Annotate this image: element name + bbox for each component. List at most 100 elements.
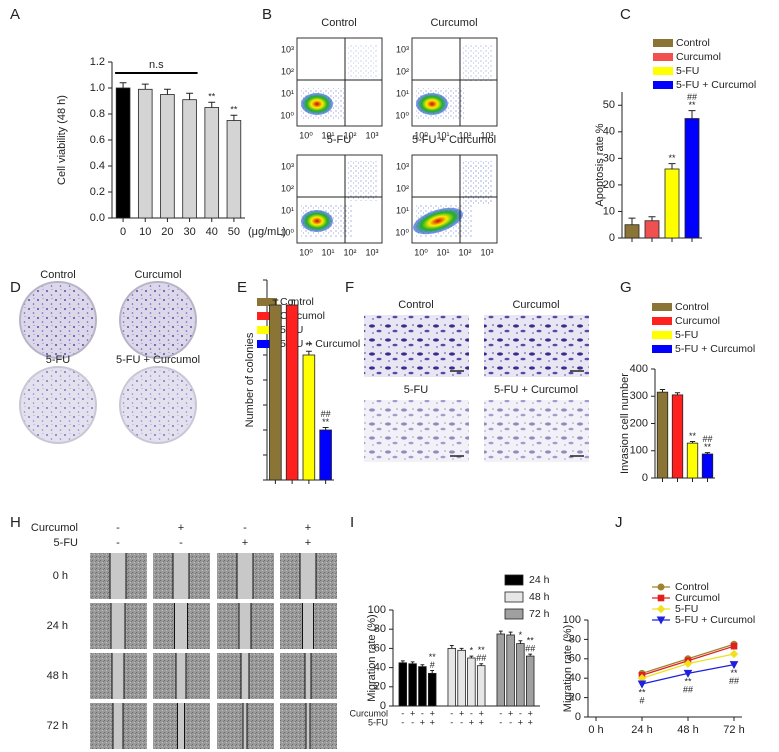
dish-label: Control bbox=[40, 269, 75, 281]
treatment-sign: - bbox=[411, 717, 414, 727]
x-decade-label: 10¹ bbox=[321, 130, 334, 140]
treatment-label: 5-FU bbox=[54, 537, 79, 549]
panel-letter: I bbox=[350, 514, 354, 531]
x-decade-label: 10⁰ bbox=[414, 247, 428, 257]
error-bar bbox=[689, 440, 696, 444]
y-tick-label: 30 bbox=[603, 152, 615, 164]
micrograph bbox=[364, 400, 469, 462]
scratch-gap bbox=[111, 603, 125, 649]
legend-swatch bbox=[653, 53, 673, 61]
y-tick-label: 80 bbox=[569, 633, 581, 645]
legend-swatch bbox=[652, 331, 672, 339]
error-bar bbox=[420, 664, 425, 667]
x-decade-label: 10⁰ bbox=[299, 247, 313, 257]
plot-title: 5-FU bbox=[327, 134, 352, 146]
error-bar bbox=[688, 110, 696, 119]
treatment-sign: + bbox=[508, 708, 513, 718]
x-tick-label: 20 bbox=[161, 226, 173, 238]
treatment-sign: + bbox=[178, 522, 184, 534]
error-bar bbox=[659, 388, 666, 393]
time-label: 24 h bbox=[47, 620, 68, 632]
treatment-sign: - bbox=[116, 522, 120, 534]
treatment-sign: - bbox=[460, 717, 463, 727]
treatment-sign: + bbox=[479, 717, 484, 727]
micrograph bbox=[484, 400, 589, 462]
significance-mark: ** bbox=[668, 153, 676, 163]
significance-mark: ** bbox=[478, 645, 486, 655]
y-tick-label: 0 bbox=[609, 232, 615, 244]
dish-label: 5-FU bbox=[46, 354, 71, 366]
x-tick-label: 30 bbox=[183, 226, 195, 238]
treatment-sign: - bbox=[421, 708, 424, 718]
image-label: Control bbox=[398, 299, 433, 311]
time-label: 48 h bbox=[47, 670, 68, 682]
y-decade-label: 10⁰ bbox=[280, 227, 294, 237]
x-decade-label: 10³ bbox=[365, 247, 378, 257]
treatment-sign: + bbox=[420, 717, 425, 727]
legend-label: 5-FU + Curcumol bbox=[280, 338, 360, 350]
legend-swatch bbox=[257, 326, 277, 334]
bar bbox=[624, 224, 640, 239]
treatment-sign: + bbox=[410, 708, 415, 718]
x-decade-label: 10² bbox=[458, 130, 471, 140]
time-label: 0 h bbox=[53, 570, 68, 582]
treatment-sign: + bbox=[305, 522, 311, 534]
event-density bbox=[301, 93, 333, 115]
legend-label: Curcumol bbox=[675, 315, 720, 327]
x-tick-label: 50 bbox=[228, 226, 240, 238]
scratch-gap bbox=[237, 553, 253, 599]
treatment-sign: - bbox=[179, 537, 183, 549]
legend-swatch bbox=[653, 81, 673, 89]
bar bbox=[418, 666, 427, 707]
bar bbox=[664, 168, 680, 239]
error-bar bbox=[449, 645, 454, 649]
bar bbox=[398, 662, 408, 707]
y-decade-label: 10⁰ bbox=[395, 110, 409, 120]
legend-label: 48 h bbox=[529, 591, 550, 603]
scratch-gap bbox=[177, 703, 185, 749]
x-tick-label: 0 h bbox=[588, 724, 603, 736]
treatment-sign: + bbox=[469, 717, 474, 727]
treatment-sign: - bbox=[450, 717, 453, 727]
error-bar bbox=[141, 83, 149, 90]
panel-letter: G bbox=[620, 279, 632, 296]
error-bar bbox=[400, 660, 405, 663]
error-bar bbox=[410, 661, 415, 664]
marker bbox=[657, 594, 665, 602]
bar bbox=[516, 643, 525, 707]
dish-label: 5-FU + Curcumol bbox=[116, 354, 200, 366]
error-bar bbox=[518, 640, 523, 644]
legend-swatch bbox=[257, 298, 277, 306]
y-decade-label: 10¹ bbox=[281, 88, 294, 98]
treatment-sign: + bbox=[528, 708, 533, 718]
legend-label: Control bbox=[675, 301, 709, 313]
treatment-sign: + bbox=[459, 708, 464, 718]
micrograph bbox=[484, 315, 589, 377]
bar bbox=[182, 99, 197, 219]
bar bbox=[285, 304, 299, 481]
y-axis-label: Invasion cell number bbox=[619, 373, 631, 474]
treatment-sign: - bbox=[470, 708, 473, 718]
legend-label: Control bbox=[675, 581, 709, 593]
significance-mark: ** bbox=[230, 105, 238, 115]
y-tick-label: 40 bbox=[374, 662, 386, 674]
legend-label: Curcumol bbox=[675, 592, 720, 604]
error-bar bbox=[498, 630, 503, 634]
x-decade-label: 10³ bbox=[365, 130, 378, 140]
y-tick-label: 200 bbox=[630, 417, 648, 429]
scratch-gap bbox=[239, 603, 251, 649]
y-tick-label: 1.2 bbox=[90, 56, 105, 68]
error-bar bbox=[469, 655, 474, 658]
x-tick-label: 0 bbox=[120, 226, 126, 238]
panel-letter: H bbox=[10, 514, 21, 531]
x-decade-label: 10¹ bbox=[436, 130, 449, 140]
error-bar bbox=[186, 92, 194, 100]
error-bar bbox=[272, 299, 279, 305]
y-tick-label: 0.2 bbox=[90, 186, 105, 198]
bar bbox=[506, 634, 515, 707]
scratch-gap bbox=[306, 703, 310, 749]
x-decade-label: 10¹ bbox=[321, 247, 334, 257]
event-density bbox=[413, 207, 463, 235]
legend-label: 5-FU bbox=[676, 65, 699, 77]
time-label: 72 h bbox=[47, 720, 68, 732]
